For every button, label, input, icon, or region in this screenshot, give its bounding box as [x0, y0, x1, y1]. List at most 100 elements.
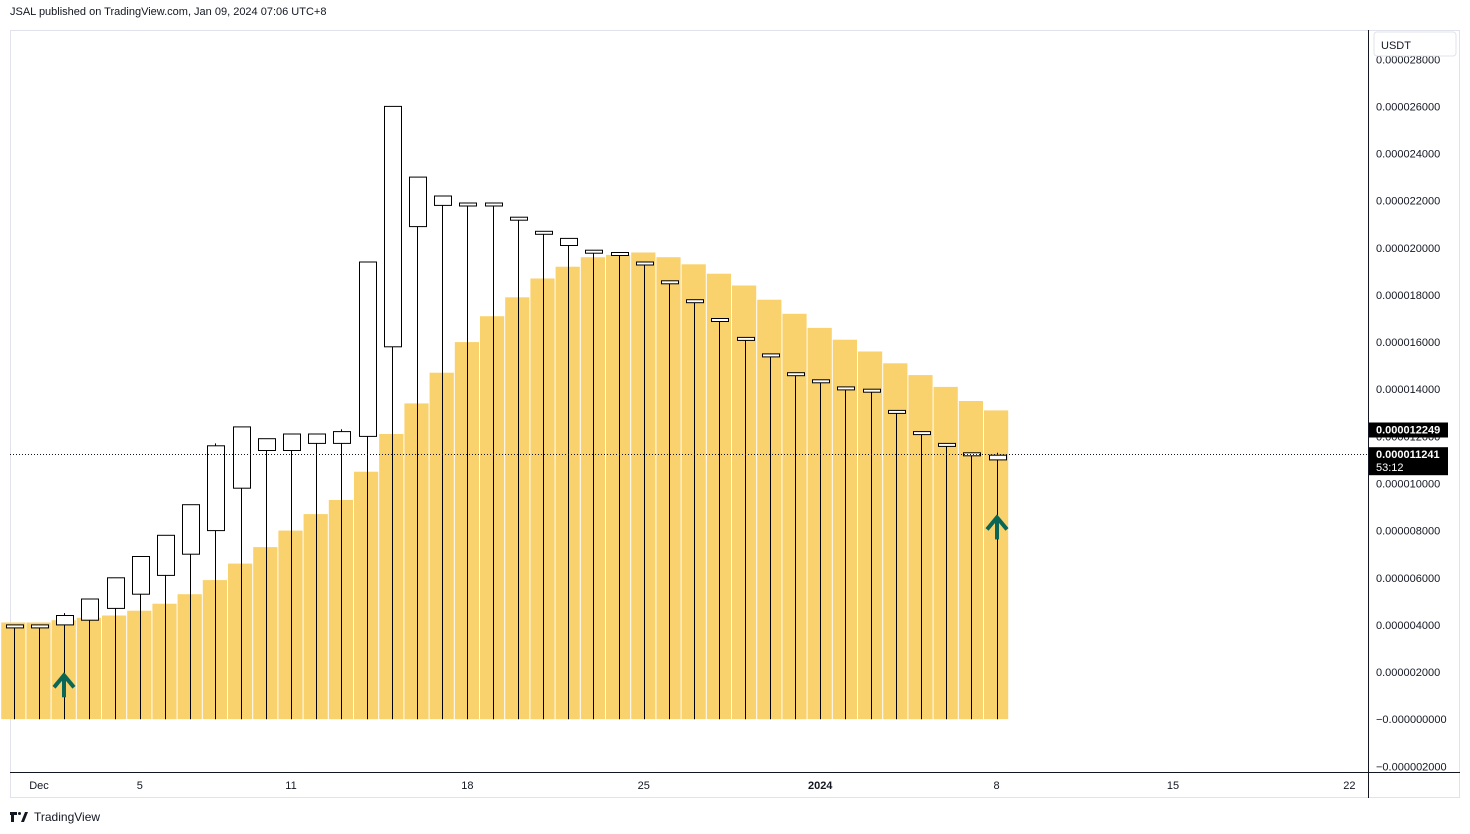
- candle-body: [913, 431, 931, 436]
- currency-button[interactable]: USDT: [1373, 31, 1457, 57]
- indicator-bar: [832, 339, 857, 720]
- publisher-line: JSAL published on TradingView.com, Jan 0…: [10, 6, 327, 18]
- candle-body: [863, 388, 881, 393]
- indicator-bar: [681, 264, 706, 720]
- chart-frame: [10, 30, 1460, 798]
- candle-body: [636, 261, 654, 266]
- indicator-bar: [757, 299, 782, 720]
- indicator-bar: [505, 297, 530, 720]
- candle-body: [737, 336, 755, 341]
- candle-body: [762, 353, 780, 358]
- time-tick-label: 2024: [808, 780, 833, 792]
- indicator-bar: [177, 594, 202, 720]
- candle-body: [107, 577, 125, 609]
- price-label-countdown: 53:12: [1376, 462, 1404, 474]
- indicator-bar: [278, 530, 303, 720]
- time-tick-label: 5: [137, 780, 143, 792]
- price-tick-label: 0.000010000: [1376, 479, 1440, 491]
- indicator-bar: [631, 252, 656, 720]
- time-tick-label: 8: [994, 780, 1000, 792]
- candle-body: [333, 431, 351, 444]
- candle-body: [233, 426, 251, 489]
- candle-body: [56, 615, 74, 626]
- candle-body: [359, 261, 377, 437]
- candle-body: [434, 195, 452, 206]
- indicator-bar: [656, 257, 681, 720]
- price-tick-label: −0.000002000: [1376, 761, 1447, 773]
- price-tick-label: 0.000026000: [1376, 101, 1440, 113]
- indicator-bar: [858, 351, 883, 720]
- indicator-bar: [76, 617, 101, 720]
- price-tick-label: 0.000020000: [1376, 243, 1440, 255]
- indicator-bar: [480, 316, 505, 720]
- candle-body: [485, 202, 503, 207]
- price-tick-label: 0.000024000: [1376, 149, 1440, 161]
- candle-body: [308, 433, 326, 444]
- indicator-bar: [202, 580, 227, 720]
- indicator-bar: [354, 471, 379, 720]
- arrow-up-head: [985, 514, 1009, 531]
- indicator-bar: [908, 375, 933, 720]
- time-tick-label: 15: [1167, 780, 1179, 792]
- candle-body: [585, 249, 603, 254]
- indicator-bar: [404, 403, 429, 720]
- candles: [6, 105, 1007, 629]
- candle-body: [31, 624, 49, 629]
- candle-body: [258, 438, 276, 452]
- arrow-up-head: [52, 672, 76, 689]
- indicator-bar: [228, 563, 253, 720]
- indicator-bar: [26, 622, 51, 720]
- candle-body: [989, 454, 1007, 461]
- currency-label: USDT: [1381, 40, 1411, 52]
- candle-body: [837, 386, 855, 391]
- indicator-bar: [984, 410, 1009, 720]
- candle-body: [283, 433, 301, 451]
- candle-body: [182, 504, 200, 555]
- price-tick-label: 0.000004000: [1376, 620, 1440, 632]
- candle-body: [787, 372, 805, 377]
- price-tick-label: 0.000014000: [1376, 384, 1440, 396]
- indicator-bar: [706, 273, 731, 720]
- candle-body: [888, 409, 906, 414]
- indicator-bar: [253, 547, 278, 720]
- candle-body: [686, 299, 704, 304]
- candle-body: [81, 598, 99, 621]
- candle-wicks: [14, 106, 998, 720]
- footer-brand[interactable]: TradingView: [10, 808, 100, 826]
- indicator-bar: [454, 342, 479, 720]
- candle-body: [661, 280, 679, 285]
- time-tick-label: 25: [638, 780, 650, 792]
- indicator-bar: [606, 254, 631, 720]
- price-tick-label: 0.000016000: [1376, 337, 1440, 349]
- candle-body: [938, 442, 956, 447]
- candle-body: [6, 624, 24, 629]
- indicator-bar: [782, 313, 807, 720]
- indicator-bar: [102, 615, 127, 720]
- indicator-bar: [883, 363, 908, 720]
- time-tick-label: 22: [1343, 780, 1355, 792]
- arrow-up-icon: [985, 514, 1009, 540]
- time-tick-label: Dec: [29, 780, 49, 792]
- price-label-value: 0.000011241: [1376, 449, 1440, 461]
- arrow-up-icon: [52, 672, 76, 698]
- indicator-bar: [580, 257, 605, 720]
- indicator-bar: [958, 401, 983, 720]
- candle-body: [711, 318, 729, 322]
- candle-body: [510, 216, 528, 221]
- price-tick-label: −0.000000000: [1376, 714, 1447, 726]
- price-tick-label: 0.000022000: [1376, 196, 1440, 208]
- candle-body: [409, 176, 427, 228]
- time-tick-label: 18: [461, 780, 473, 792]
- indicator-bar: [379, 434, 404, 720]
- indicator-bar: [555, 266, 580, 720]
- indicator-bar: [429, 372, 454, 720]
- candle-body: [157, 534, 175, 576]
- price-axis: 0.000028000 0.000026000 0.000024000 0.00002…: [1376, 54, 1447, 773]
- indicator-bar: [51, 620, 76, 720]
- price-tick-label: 0.000018000: [1376, 290, 1440, 302]
- indicator-bar: [1, 622, 26, 720]
- indicator-bar: [328, 500, 353, 720]
